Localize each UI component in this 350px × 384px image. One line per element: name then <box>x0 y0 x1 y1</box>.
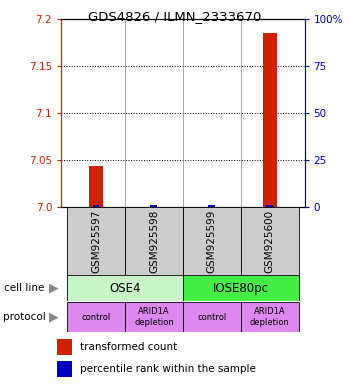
Text: GSM925597: GSM925597 <box>91 209 101 273</box>
Bar <box>125 302 183 332</box>
Text: percentile rank within the sample: percentile rank within the sample <box>80 364 256 374</box>
Bar <box>262 33 277 207</box>
Bar <box>183 302 241 332</box>
Bar <box>67 275 183 301</box>
Bar <box>266 205 273 207</box>
Text: OSE4: OSE4 <box>109 282 141 295</box>
Text: ▶: ▶ <box>49 311 59 324</box>
Bar <box>89 166 103 207</box>
Text: GDS4826 / ILMN_2333670: GDS4826 / ILMN_2333670 <box>88 10 262 23</box>
Text: IOSE80pc: IOSE80pc <box>213 282 269 295</box>
Text: control: control <box>81 313 111 322</box>
Text: ARID1A
depletion: ARID1A depletion <box>134 308 174 327</box>
Bar <box>183 207 241 275</box>
Bar <box>92 205 99 207</box>
Bar <box>208 205 215 207</box>
Text: ▶: ▶ <box>49 282 59 295</box>
Bar <box>183 275 299 301</box>
Bar <box>57 361 72 377</box>
Bar <box>57 339 72 354</box>
Text: GSM925600: GSM925600 <box>265 209 275 273</box>
Bar <box>125 207 183 275</box>
Text: GSM925599: GSM925599 <box>207 209 217 273</box>
Text: control: control <box>197 313 226 322</box>
Bar <box>150 205 158 207</box>
Text: ARID1A
depletion: ARID1A depletion <box>250 308 290 327</box>
Text: protocol: protocol <box>4 312 46 322</box>
Bar <box>67 302 125 332</box>
Bar <box>67 207 125 275</box>
Bar <box>241 207 299 275</box>
Text: cell line: cell line <box>4 283 44 293</box>
Bar <box>241 302 299 332</box>
Text: GSM925598: GSM925598 <box>149 209 159 273</box>
Text: transformed count: transformed count <box>80 342 177 352</box>
